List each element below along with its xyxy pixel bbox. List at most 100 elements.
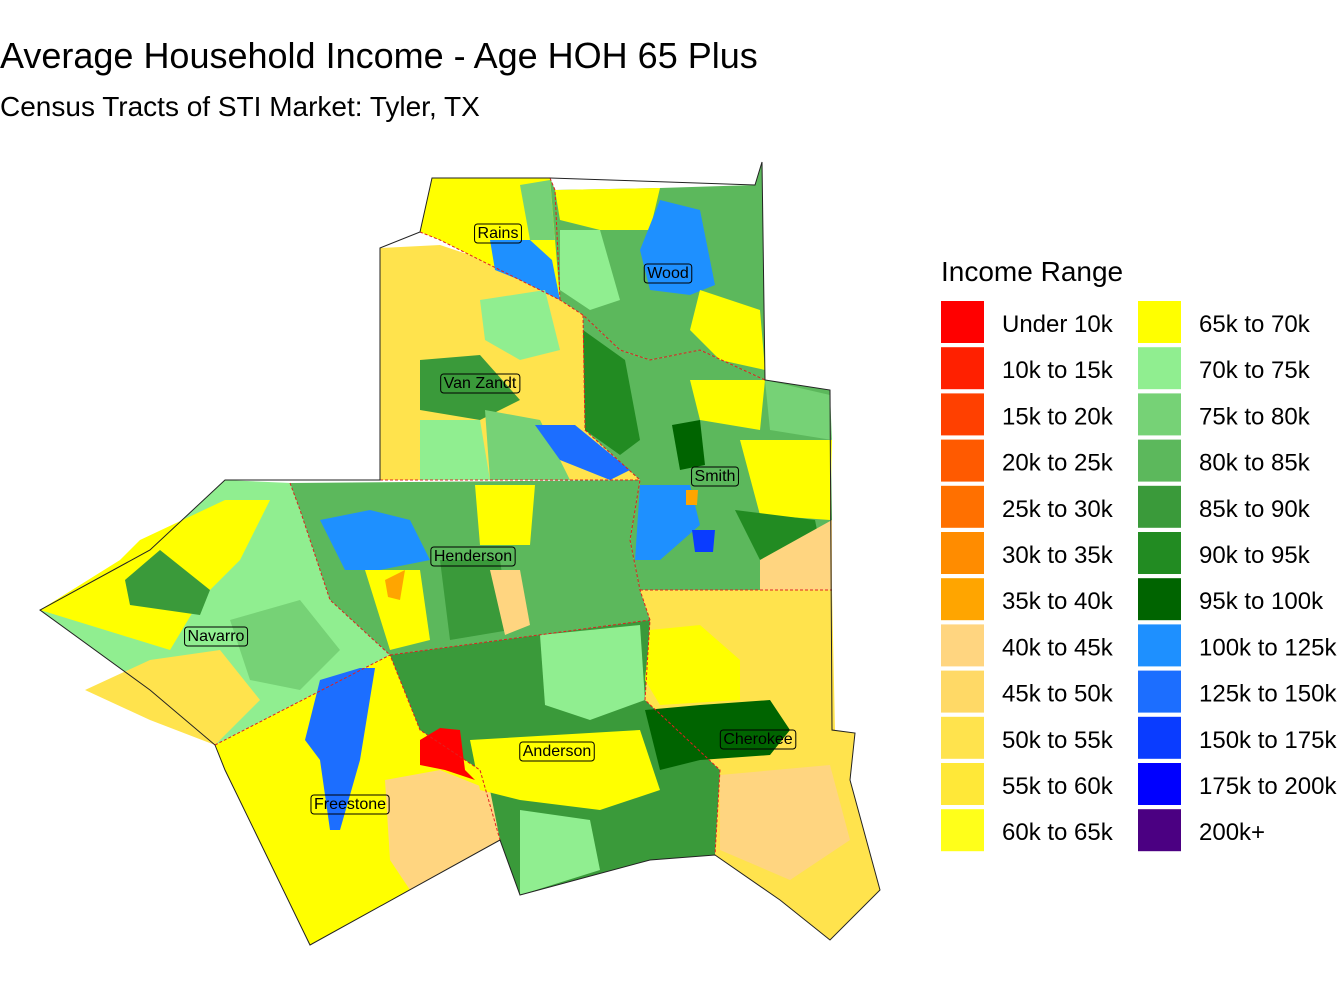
legend-label: 65k to 70k: [1199, 311, 1311, 338]
legend-swatch: [1138, 485, 1181, 528]
legend-swatch: [941, 624, 984, 667]
legend: Under 10k 10k to 15k 15k to 20k 20k to 25k 2…: [941, 301, 1337, 852]
county-name: Freestone: [314, 796, 386, 813]
tract: [385, 770, 500, 890]
legend-swatch: [941, 393, 984, 436]
label-box: [691, 466, 739, 487]
tract: [125, 550, 210, 615]
legend-label: 150k to 175k: [1199, 727, 1337, 754]
legend-label: 125k to 150k: [1199, 681, 1337, 708]
legend-title: Income Range: [941, 256, 1123, 287]
tract: [686, 490, 698, 505]
subtitle: Census Tracts of STI Market: Tyler, TX: [0, 91, 480, 122]
tract: [540, 625, 645, 720]
label-box: [643, 263, 693, 284]
county-name: Smith: [695, 468, 736, 485]
legend-label: 15k to 20k: [1002, 403, 1114, 430]
tract: [560, 230, 620, 310]
tract: [485, 410, 570, 480]
tract: [480, 290, 560, 360]
legend-swatch: [1138, 393, 1181, 436]
label-box: [719, 729, 797, 750]
label-box: [184, 626, 249, 647]
county-name: Navarro: [188, 628, 245, 645]
legend-swatch: [941, 439, 984, 482]
county-name: Wood: [647, 265, 689, 282]
county-label: Wood: [643, 263, 693, 284]
county-label: Rains: [474, 223, 522, 244]
legend-label: 95k to 100k: [1199, 588, 1324, 615]
tract: [490, 240, 560, 300]
county-label: Henderson: [430, 546, 516, 567]
tract: [520, 810, 600, 895]
tract: [420, 420, 490, 480]
legend-label: 30k to 35k: [1002, 542, 1114, 569]
legend-swatch: [941, 670, 984, 713]
label-box: [474, 223, 522, 244]
market-outline: [39, 161, 881, 946]
legend-swatch: [1138, 763, 1181, 805]
legend-swatch: [1138, 439, 1181, 482]
legend-label: 50k to 55k: [1002, 727, 1114, 754]
tract: [765, 380, 832, 440]
tract: [385, 570, 405, 600]
legend-label: 70k to 75k: [1199, 357, 1311, 384]
county-name: Anderson: [523, 743, 592, 760]
legend-label: 40k to 45k: [1002, 634, 1114, 661]
legend-swatch: [1138, 578, 1181, 621]
county-label: Smith: [691, 466, 739, 487]
tract: [85, 650, 260, 745]
legend-label: 200k+: [1199, 819, 1265, 846]
legend-label: 60k to 65k: [1002, 819, 1114, 846]
legend-swatch: [941, 809, 984, 852]
legend-swatch: [1138, 670, 1181, 713]
county-name: Henderson: [434, 548, 512, 565]
label-box: [519, 741, 595, 762]
tract: [645, 625, 740, 705]
legend-swatch: [1138, 301, 1181, 343]
legend-label: 85k to 90k: [1199, 496, 1311, 523]
map: [39, 161, 881, 946]
tract: [740, 440, 832, 520]
tract: [520, 180, 555, 240]
county-name: Van Zandt: [444, 375, 517, 392]
legend-swatch: [941, 301, 984, 343]
tract: [420, 355, 520, 420]
legend-label: 100k to 125k: [1199, 634, 1337, 661]
tract: [720, 765, 850, 880]
tract: [320, 510, 430, 570]
county-name: Rains: [478, 225, 519, 242]
tract: [645, 700, 790, 770]
label-box: [310, 794, 390, 815]
legend-swatch: [1138, 809, 1181, 852]
title: Average Household Income - Age HOH 65 Pl…: [0, 35, 758, 76]
legend-swatch: [1138, 347, 1181, 390]
legend-label: 20k to 25k: [1002, 450, 1114, 477]
legend-label: Under 10k: [1002, 311, 1114, 338]
tract: [420, 728, 475, 780]
legend-label: 55k to 60k: [1002, 773, 1114, 800]
tract: [490, 570, 530, 635]
county-border: [289, 482, 651, 656]
legend-swatch: [1138, 532, 1181, 574]
legend-swatch: [1138, 624, 1181, 667]
tract: [365, 570, 430, 650]
tract: [230, 600, 340, 690]
county-label: Navarro: [184, 626, 249, 647]
legend-swatch: [941, 578, 984, 621]
legend-swatch: [941, 532, 984, 574]
legend-swatch: [941, 763, 984, 805]
county-border: [214, 654, 501, 841]
tract: [690, 290, 765, 370]
county-labels: Rains Wood Van Zandt Smith Henderson Navarro A…: [184, 223, 797, 815]
tract: [583, 330, 640, 455]
tract: [692, 530, 715, 552]
legend-label: 45k to 50k: [1002, 681, 1114, 708]
tract: [640, 200, 715, 295]
tract: [535, 425, 630, 480]
tract: [635, 485, 700, 560]
county-name: Cherokee: [723, 731, 792, 748]
tract: [555, 188, 660, 230]
legend-label: 75k to 80k: [1199, 403, 1311, 430]
